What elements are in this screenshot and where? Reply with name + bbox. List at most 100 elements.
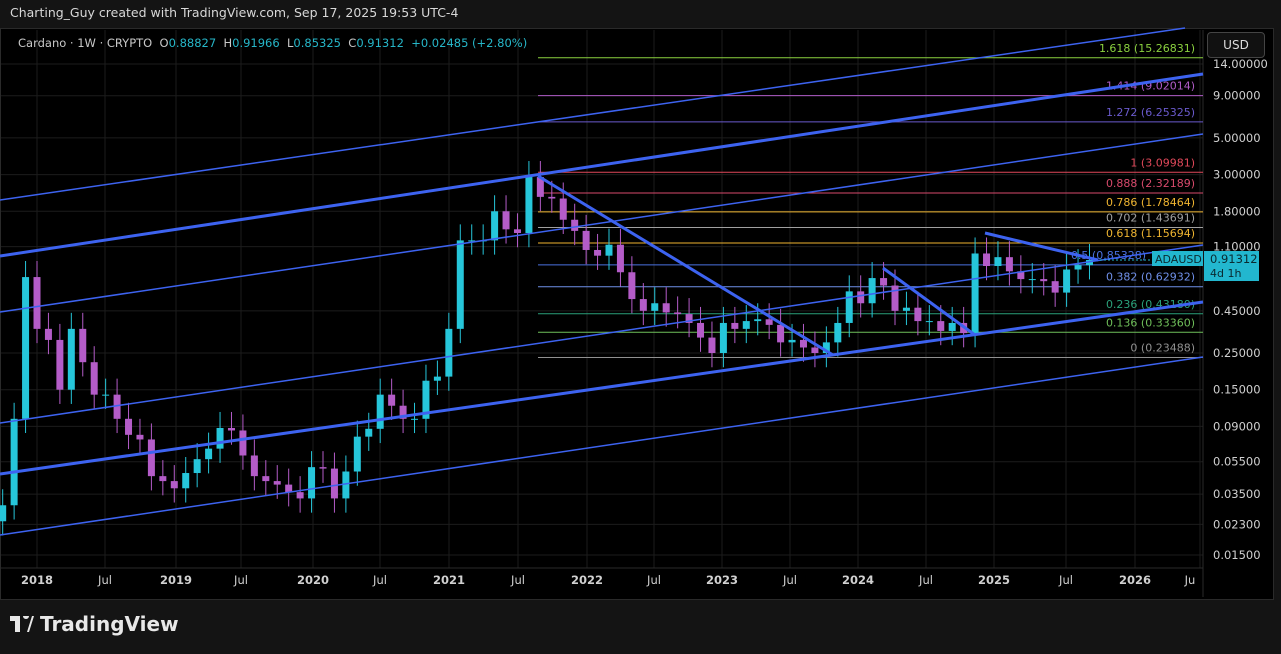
open-label: O (159, 36, 169, 50)
trendline (0, 244, 1204, 424)
fib-level-label: 1.618 (15.26831) (1099, 42, 1195, 55)
candle (754, 319, 762, 322)
trendline (0, 300, 1204, 476)
candle (353, 436, 361, 472)
candle (582, 230, 590, 250)
chart-credit: Charting_Guy created with TradingView.co… (10, 5, 459, 20)
y-tick-label: 0.02300 (1213, 517, 1261, 531)
x-tick-label: 2019 (160, 573, 192, 587)
candle (227, 427, 235, 431)
x-tick-label: 2021 (433, 573, 465, 587)
y-tick-label: 1.10000 (1213, 240, 1261, 254)
candle (742, 321, 750, 329)
candle (697, 322, 705, 338)
candle (10, 418, 18, 506)
candle (937, 321, 945, 331)
candle (319, 467, 327, 469)
candle (559, 198, 567, 220)
fib-level-label: 0.888 (2.32189) (1106, 177, 1195, 190)
symbol-tag (1152, 251, 1203, 267)
fib-level-label: 0.702 (1.43691) (1106, 211, 1195, 224)
candle (90, 362, 98, 395)
candle (502, 211, 510, 230)
candle (308, 467, 316, 499)
tradingview-logo: TradingView (10, 612, 179, 636)
fib-level-label: 0.786 (1.78464) (1106, 196, 1195, 209)
candle (399, 405, 407, 419)
high-value: 0.91966 (232, 36, 280, 50)
close-value: 0.91312 (356, 36, 404, 50)
candle (193, 459, 201, 474)
candle (948, 322, 956, 331)
candle (525, 177, 533, 234)
candle (1063, 269, 1071, 293)
x-tick-label: 2024 (842, 573, 874, 587)
candle (342, 471, 350, 499)
candle (182, 473, 190, 489)
candle (1040, 279, 1048, 282)
symbol-legend: Cardano · 1W · CRYPTO O0.88827 H0.91966 … (18, 36, 527, 50)
candle (170, 481, 178, 489)
candle (330, 468, 338, 499)
countdown-label: 4d 1h (1210, 267, 1241, 280)
symbol-title: Cardano · 1W · CRYPTO (18, 36, 153, 50)
candle (445, 328, 453, 377)
candle (1017, 271, 1025, 280)
candle (67, 328, 75, 390)
candle (708, 337, 716, 354)
price-chart[interactable]: 14.00000 9.00000 5.00000 3.00000 1.80000 1.10… (0, 0, 1281, 600)
candle (159, 476, 167, 482)
candle (216, 427, 224, 449)
low-label: L (287, 36, 294, 50)
candle (113, 394, 121, 419)
candle (433, 376, 441, 381)
candle (605, 244, 613, 256)
change-value: +0.02485 (+2.80%) (411, 36, 528, 50)
candle (491, 211, 499, 241)
candle (1028, 279, 1036, 281)
x-tick-label: 2022 (571, 573, 603, 587)
candle (822, 342, 830, 354)
trendline (0, 72, 1204, 258)
candle (765, 319, 773, 325)
candle (147, 439, 155, 477)
fib-level-label: 0.618 (1.15694) (1106, 227, 1195, 240)
candle (411, 418, 419, 420)
x-tick-label: 2025 (978, 573, 1010, 587)
price-tag-value: 0.91312 (1210, 252, 1258, 266)
candle (880, 278, 888, 286)
tv-logo-icon (10, 616, 34, 632)
candle (22, 277, 30, 419)
candle (239, 430, 247, 456)
candle (902, 307, 910, 311)
x-tick-label: 2018 (21, 573, 53, 587)
candle (388, 394, 396, 406)
candle (422, 380, 430, 419)
candle (777, 324, 785, 343)
candle (857, 291, 865, 304)
y-tick-label: 3.00000 (1213, 168, 1261, 182)
candle (731, 322, 739, 329)
y-tick-label: 0.15000 (1213, 383, 1261, 397)
candle (662, 303, 670, 313)
candle (376, 394, 384, 429)
candle (250, 455, 258, 477)
x-tick-label: Jul (1058, 573, 1073, 587)
x-tick-label: Jul (233, 573, 248, 587)
x-tick-label: 2020 (297, 573, 329, 587)
candle (925, 321, 933, 323)
candle (33, 277, 41, 329)
trendline (0, 356, 1204, 536)
y-tick-label: 0.01500 (1213, 548, 1261, 562)
candle (914, 307, 922, 322)
candle (811, 347, 819, 354)
low-value: 0.85325 (293, 36, 341, 50)
currency-button[interactable]: USD (1207, 32, 1265, 58)
trendline (537, 174, 834, 357)
candle (868, 278, 876, 304)
candle (788, 339, 796, 343)
candle (0, 505, 7, 522)
trendline (882, 266, 976, 337)
candle (79, 328, 87, 363)
candle (971, 253, 979, 334)
